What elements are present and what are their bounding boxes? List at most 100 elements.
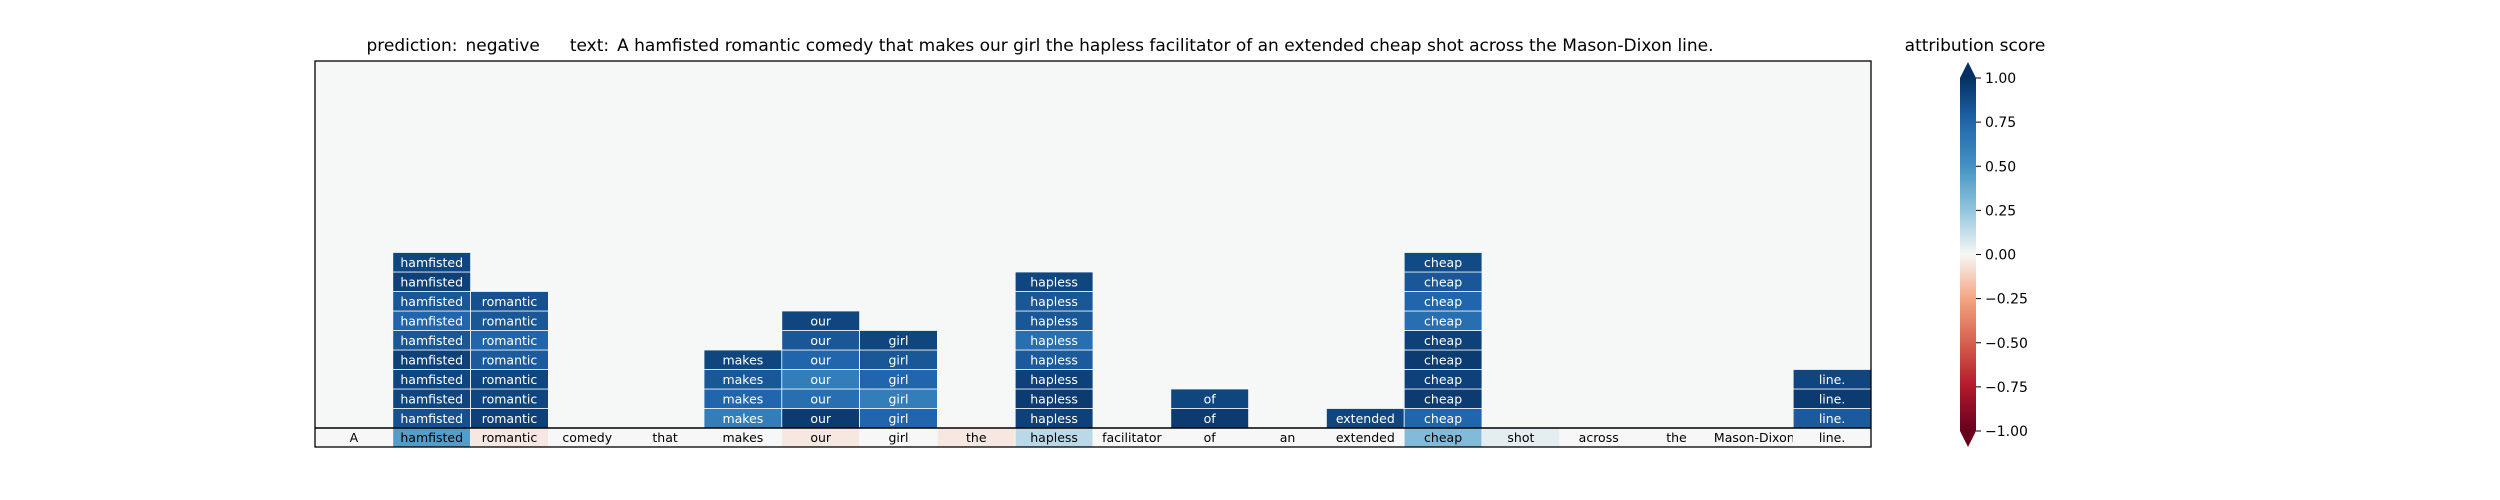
stack-token-cell (392, 252, 471, 273)
colorbar-tick-label: 0.50 (1985, 159, 2016, 175)
stack-token-cell-label: our (810, 333, 832, 348)
stack-token-cell (1014, 271, 1094, 292)
base-token-cell-label: cheap (1424, 430, 1462, 445)
stack-token-cell-label: hamfisted (400, 391, 463, 406)
stack-token-cell-label: girl (888, 352, 908, 367)
base-token-cell-label: hamfisted (400, 430, 463, 445)
base-token-cell-label: that (652, 430, 677, 445)
colorbar-lower-extension (1960, 431, 1976, 447)
stack-token-cell-label: cheap (1424, 294, 1462, 309)
colorbar-tick-label: −0.50 (1985, 336, 2028, 352)
stack-token-cell-label: hamfisted (400, 372, 463, 387)
stack-token-cell-label: hamfisted (400, 274, 463, 289)
stack-token-cell-label: of (1204, 391, 1217, 406)
stack-token-cell-label: hamfisted (400, 294, 463, 309)
stack-token-cell-label: cheap (1424, 313, 1462, 328)
stack-token-cell-label: our (810, 391, 832, 406)
stack-token-cell-label: hamfisted (400, 313, 463, 328)
stack-token-cell-label: girl (888, 391, 908, 406)
stack-token-cell-label: our (810, 372, 832, 387)
stack-token-cell-label: hamfisted (400, 333, 463, 348)
stack-token-cell-label: hamfisted (400, 352, 463, 367)
colorbar-title: attribution score (1905, 36, 2046, 56)
stack-token-cell-label: hapless (1030, 391, 1078, 406)
plot-frame (314, 60, 1872, 448)
stack-token-cell-label: romantic (482, 333, 538, 348)
base-token-cell-label: girl (888, 430, 908, 445)
base-token-cell-label: Mason-Dixon (1714, 430, 1795, 445)
stack-token-cell-label: makes (722, 372, 763, 387)
colorbar-tick-label: −0.25 (1985, 292, 2028, 308)
stack-token-cell-label: line. (1819, 411, 1846, 426)
stack-token-cell-label: girl (888, 372, 908, 387)
colorbar-tick-label: 1.00 (1985, 71, 2016, 87)
stack-token-cell-label: our (810, 352, 832, 367)
stack-token-cell-label: line. (1819, 391, 1846, 406)
colorbar-upper-extension (1960, 62, 1976, 78)
title-text-prefix: text: (570, 36, 609, 56)
base-token-cell-label: A (350, 430, 359, 445)
colorbar-tick-label: 0.25 (1985, 203, 2016, 219)
stack-token-cell (1403, 252, 1483, 273)
stack-token-cell-label: cheap (1424, 411, 1462, 426)
base-token-cell-label: the (966, 430, 987, 445)
base-token-cell-label: hapless (1030, 430, 1078, 445)
stack-token-cell-label: romantic (482, 294, 538, 309)
stack-token-cell-label: hapless (1030, 372, 1078, 387)
stack-token-cell-label: cheap (1424, 352, 1462, 367)
stack-token-cell-label: hapless (1030, 274, 1078, 289)
stack-token-cell-label: line. (1819, 372, 1846, 387)
stack-token-cell-label: makes (722, 352, 763, 367)
title-prediction-prefix: prediction: (366, 36, 457, 56)
base-token-cell-label: extended (1336, 430, 1395, 445)
chart-title: prediction: negative text: A hamfisted roma… (366, 36, 1713, 56)
stack-token-cell-label: cheap (1424, 274, 1462, 289)
stack-token-cell-label: cheap (1424, 372, 1462, 387)
base-token-cell-label: facilitator (1102, 430, 1162, 445)
stack-token-cell-label: romantic (482, 411, 538, 426)
stack-token-cell-label: romantic (482, 313, 538, 328)
base-token-cell-label: of (1204, 430, 1217, 445)
stack-token-cell (781, 310, 860, 331)
stack-token-cell-label: hamfisted (400, 255, 463, 270)
stack-token-cell-label: hapless (1030, 352, 1078, 367)
stack-token-cell-label: hapless (1030, 333, 1078, 348)
base-token-cell-label: shot (1507, 430, 1534, 445)
stack-token-cell-label: girl (888, 333, 908, 348)
colorbar-tick-label: 0.75 (1985, 115, 2016, 131)
stack-token-cell (470, 291, 549, 312)
stack-token-cell-label: makes (722, 411, 763, 426)
stack-token-cell-label: our (810, 411, 832, 426)
title-prediction-value: negative (465, 36, 539, 56)
stack-token-cell-label: extended (1336, 411, 1395, 426)
colorbar-tick-label: 0.00 (1985, 248, 2016, 264)
stack-token-cell-label: of (1204, 411, 1217, 426)
stack-token-cell-label: romantic (482, 372, 538, 387)
base-token-cell-label: makes (722, 430, 763, 445)
colorbar-tick-label: −0.75 (1985, 380, 2028, 396)
base-token-cell-label: the (1666, 430, 1687, 445)
stack-token-cell-label: cheap (1424, 391, 1462, 406)
stack-token-cell (859, 330, 938, 351)
base-token-cell-label: comedy (562, 430, 612, 445)
base-token-cell-label: our (810, 430, 832, 445)
stack-token-cell-label: romantic (482, 352, 538, 367)
colorbar-ticks: 1.00 0.75 0.50 0.25 0.00 −0.25 −0.50 −0.75 −1.00 (1976, 71, 2028, 440)
base-token-cell-label: across (1579, 430, 1619, 445)
base-token-cell-label: an (1280, 430, 1296, 445)
colorbar-tick-label: −1.00 (1985, 424, 2028, 440)
stack-token-cell-label: hapless (1030, 313, 1078, 328)
stack-token-cell (1170, 388, 1250, 409)
stack-token-cell-label: hapless (1030, 294, 1078, 309)
stack-token-cell-label: cheap (1424, 333, 1462, 348)
stack-token-cell-label: girl (888, 411, 908, 426)
stack-token-cell-label: cheap (1424, 255, 1462, 270)
stack-token-cell-label: makes (722, 391, 763, 406)
title-text-value: A hamfisted romantic comedy that makes o… (617, 36, 1713, 56)
base-token-cell-label: line. (1819, 430, 1846, 445)
stack-token-cell-label: hamfisted (400, 411, 463, 426)
stack-token-cell-label: hapless (1030, 411, 1078, 426)
stack-token-cell-label: our (810, 313, 832, 328)
stack-token-cell-label: romantic (482, 391, 538, 406)
